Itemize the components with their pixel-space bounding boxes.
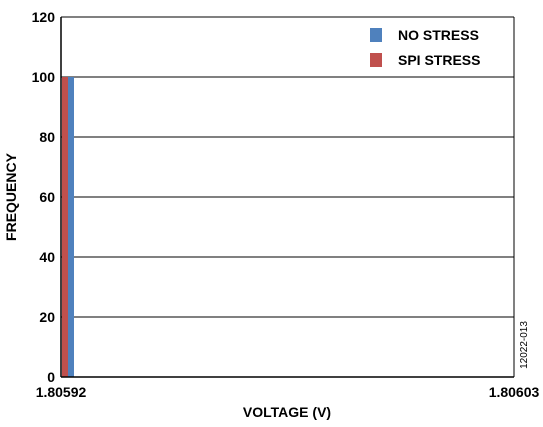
x-tick-labels: 1.80592 1.80603 [36,384,540,400]
figure-id-annotation: 12022-013 [519,321,530,369]
x-tick-label: 1.80592 [36,384,87,400]
y-axis-title: FREQUENCY [3,152,19,241]
legend: NO STRESS SPI STRESS [370,27,480,68]
y-tick-label: 120 [32,9,56,25]
bars [62,77,74,377]
gridlines [61,16,514,318]
y-tick-label: 40 [39,249,55,265]
legend-swatch [370,28,382,42]
y-tick-label: 100 [32,69,56,85]
legend-label: SPI STRESS [398,52,480,68]
y-tick-labels: 0 20 40 60 80 100 120 [32,9,56,385]
x-axis-title: VOLTAGE (V) [243,404,331,420]
y-tick-label: 0 [47,369,55,385]
legend-label: NO STRESS [398,27,479,43]
legend-swatch [370,53,382,67]
bar-no-stress [68,77,74,377]
y-tick-label: 20 [39,309,55,325]
y-tick-label: 80 [39,129,55,145]
bar-spi-stress [62,77,68,377]
x-tick-label: 1.80603 [489,384,540,400]
y-tick-label: 60 [39,189,55,205]
